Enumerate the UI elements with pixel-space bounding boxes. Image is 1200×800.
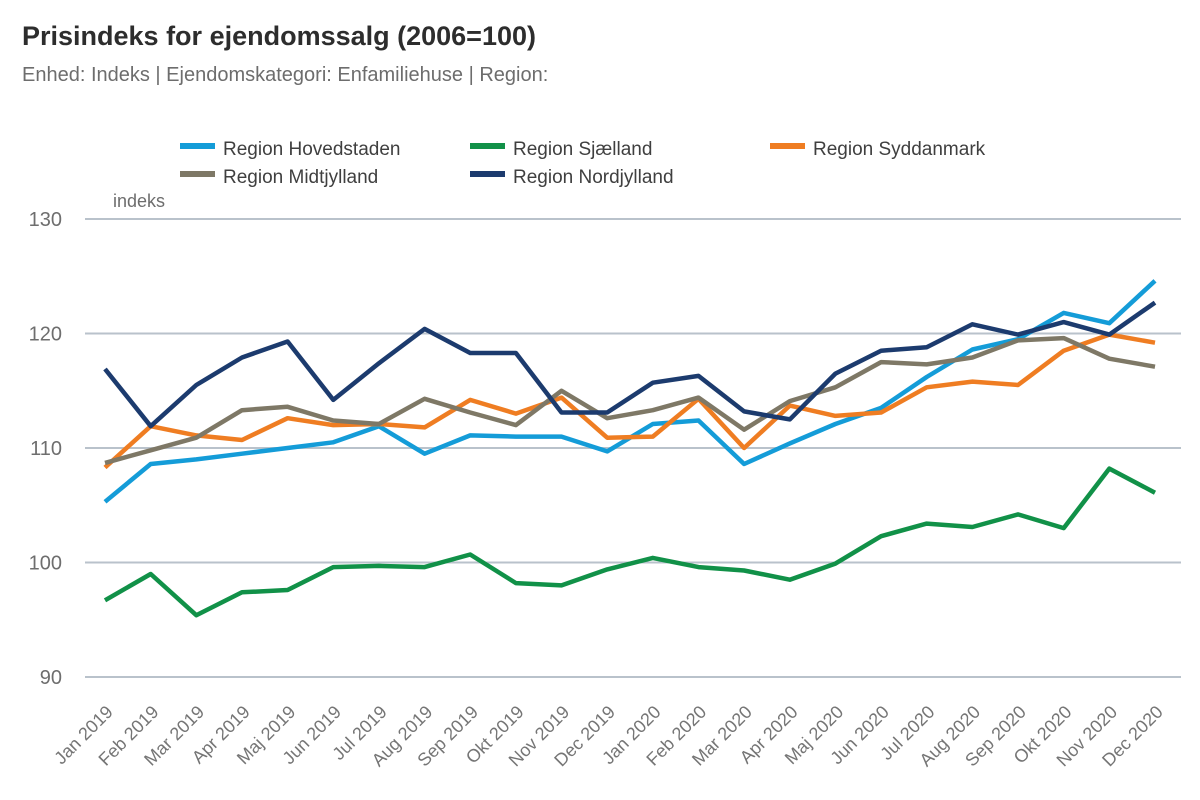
series-line-region-sj-lland	[103, 466, 1157, 618]
legend-item-region-sj-lland[interactable]: Region Sjælland	[470, 139, 652, 160]
gridlines	[85, 218, 1181, 678]
y-tick-label-110: 110	[30, 438, 62, 460]
series-line-region-nordjylland	[103, 300, 1157, 429]
legend-swatch-region-sj-lland	[470, 143, 505, 149]
series-line-region-hovedstaden	[103, 279, 1157, 504]
page-title: Prisindeks for ejendomssalg (2006=100)	[22, 21, 536, 51]
legend-label-region-nordjylland: Region Nordjylland	[513, 167, 674, 188]
legend-swatch-region-nordjylland	[470, 171, 505, 177]
y-tick-label-90: 90	[40, 667, 62, 689]
legend-label-region-hovedstaden: Region Hovedstaden	[223, 139, 400, 160]
legend-item-region-midtjylland[interactable]: Region Midtjylland	[180, 167, 378, 188]
series-line-region-syddanmark	[103, 332, 1156, 470]
series-lines	[103, 279, 1157, 618]
legend-label-region-midtjylland: Region Midtjylland	[223, 167, 378, 188]
series-line-region-midtjylland	[104, 335, 1156, 466]
y-tick-label-120: 120	[29, 324, 62, 346]
legend-item-region-nordjylland[interactable]: Region Nordjylland	[470, 167, 674, 188]
legend-item-region-hovedstaden[interactable]: Region Hovedstaden	[180, 139, 400, 160]
legend-item-region-syddanmark[interactable]: Region Syddanmark	[770, 139, 986, 160]
chart-subtitle: Enhed: Indeks | Ejendomskategori: Enfami…	[22, 64, 548, 86]
legend-swatch-region-midtjylland	[180, 171, 215, 177]
legend-swatch-region-syddanmark	[770, 143, 805, 149]
y-axis-labels: 130 120 110 100 90	[29, 209, 62, 689]
y-tick-label-100: 100	[29, 553, 62, 575]
legend-swatch-region-hovedstaden	[180, 143, 215, 149]
y-axis-unit-label: indeks	[113, 191, 165, 211]
y-tick-label-130: 130	[29, 209, 62, 231]
legend-label-region-syddanmark: Region Syddanmark	[813, 139, 986, 160]
legend: Region Hovedstaden Region Sjælland Region …	[180, 139, 986, 188]
legend-label-region-sj-lland: Region Sjælland	[513, 139, 652, 160]
